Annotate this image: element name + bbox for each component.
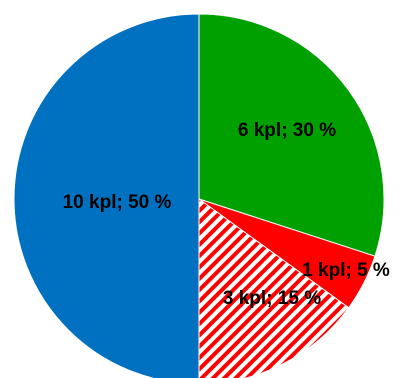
slice-label-2: 1 kpl; 5 % [302,260,390,281]
pie-slice-4 [13,13,200,378]
slice-label-1: 6 kpl; 30 % [238,120,336,141]
slice-label-3: 3 kpl; 15 % [223,288,321,309]
pie-labels: 6 kpl; 30 % 1 kpl; 5 % 3 kpl; 15 % 10 kpl; … [63,120,390,309]
pie-slices [13,13,385,378]
pie-slice-3 [198,198,350,378]
slice-label-4: 10 kpl; 50 % [63,192,172,213]
pie-slice-1 [198,13,385,257]
